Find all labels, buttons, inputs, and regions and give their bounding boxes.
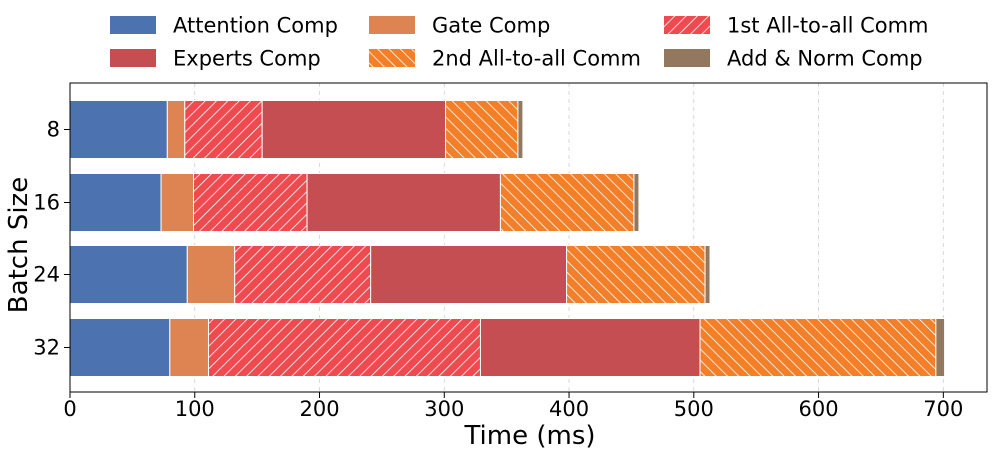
legend-swatch-experts-comp: [110, 49, 156, 67]
x-tick-label: 100: [175, 397, 215, 421]
bar-add-norm-comp-batch-8: [517, 100, 524, 159]
bar-add-norm-comp-batch-32: [935, 318, 946, 377]
bar-add-norm-comp-batch-16: [633, 173, 640, 232]
x-tick-label: 500: [674, 397, 714, 421]
legend-swatch-add-norm-comp: [664, 49, 710, 67]
bar-attention-comp-batch-32: [69, 318, 171, 377]
y-tick-label: 8: [47, 118, 60, 142]
legend-label-add-norm-comp: Add & Norm Comp: [727, 47, 923, 71]
x-tick-label: 200: [299, 397, 339, 421]
legend-label-experts-comp: Experts Comp: [173, 47, 321, 71]
bar-add-norm-comp-batch-24: [704, 245, 711, 304]
bar-experts-comp-batch-24: [370, 245, 568, 304]
legend-label-2nd-all-to-all-comm: 2nd All-to-all Comm: [432, 47, 641, 71]
legend-swatch-attention-comp: [110, 16, 156, 34]
plot-frame: [69, 82, 988, 393]
bar-gate-comp-batch-24: [186, 245, 236, 304]
bar-attention-comp-batch-8: [69, 100, 168, 159]
x-tick-label: 0: [63, 397, 76, 421]
x-tick-label: 700: [923, 397, 963, 421]
bar-2nd-all-to-all-comm-batch-8: [445, 100, 519, 159]
y-tick-label: 24: [33, 263, 60, 287]
x-tick-label: 300: [424, 397, 464, 421]
bar-gate-comp-batch-8: [166, 100, 186, 159]
legend: Attention Comp Gate Comp 1st All-to-all Co…: [110, 14, 929, 71]
y-tick-label: 16: [33, 191, 60, 215]
bar-1st-all-to-all-comm-batch-24: [234, 245, 372, 304]
x-tick-label: 400: [549, 397, 589, 421]
bar-gate-comp-batch-32: [169, 318, 209, 377]
bar-attention-comp-batch-16: [69, 173, 162, 232]
bar-2nd-all-to-all-comm-batch-24: [566, 245, 706, 304]
bar-gate-comp-batch-16: [160, 173, 195, 232]
x-axis-title: Time (ms): [463, 421, 595, 451]
bar-1st-all-to-all-comm-batch-32: [207, 318, 481, 377]
bar-attention-comp-batch-24: [69, 245, 188, 304]
bars: [69, 100, 946, 377]
bar-1st-all-to-all-comm-batch-16: [193, 173, 308, 232]
legend-swatch-2nd-all-to-all-comm: [369, 49, 415, 67]
bar-2nd-all-to-all-comm-batch-16: [499, 173, 635, 232]
bar-experts-comp-batch-16: [306, 173, 501, 232]
legend-label-attention-comp: Attention Comp: [173, 14, 338, 38]
legend-label-1st-all-to-all-comm: 1st All-to-all Comm: [727, 14, 929, 38]
y-tick-label: 32: [33, 336, 60, 360]
legend-swatch-gate-comp: [369, 16, 415, 34]
bar-1st-all-to-all-comm-batch-8: [184, 100, 263, 159]
bar-experts-comp-batch-32: [479, 318, 701, 377]
y-axis-title: Batch Size: [4, 177, 34, 313]
legend-swatch-1st-all-to-all-comm: [664, 16, 710, 34]
axes: 0 100 200 300 400 500 600 700 8 16 24 32: [33, 82, 988, 421]
x-tick-label: 600: [799, 397, 839, 421]
bar-experts-comp-batch-8: [261, 100, 447, 159]
legend-label-gate-comp: Gate Comp: [432, 14, 550, 38]
bar-2nd-all-to-all-comm-batch-32: [699, 318, 937, 377]
